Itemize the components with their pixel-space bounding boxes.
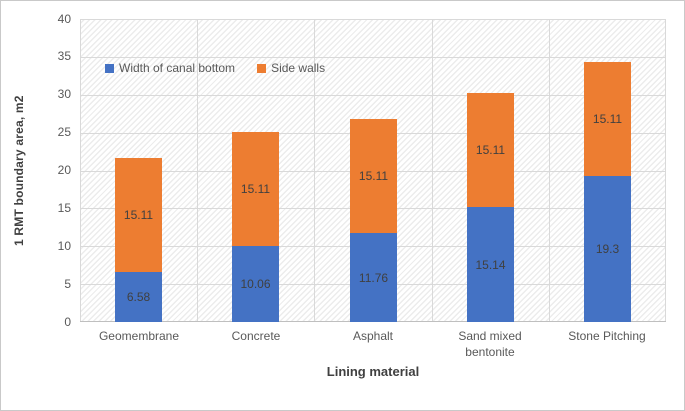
y-tick-label: 35 bbox=[57, 49, 71, 63]
bar-segment-side-walls: 15.11 bbox=[467, 93, 514, 207]
bar-data-label: 15.11 bbox=[592, 112, 623, 126]
gridline-vertical bbox=[432, 19, 433, 322]
bar-data-label: 15.11 bbox=[240, 182, 271, 196]
bar-segment-width-of-canal-bottom: 11.76 bbox=[350, 233, 397, 322]
gridline-vertical bbox=[314, 19, 315, 322]
bar-segment-width-of-canal-bottom: 19.3 bbox=[584, 176, 631, 322]
bar-segment-side-walls: 15.11 bbox=[232, 132, 279, 246]
x-axis-title: Lining material bbox=[326, 364, 420, 379]
y-tick-label: 40 bbox=[57, 12, 71, 26]
bar-data-label: 19.3 bbox=[595, 242, 620, 256]
gridline-horizontal bbox=[80, 19, 666, 20]
gridline-horizontal bbox=[80, 95, 666, 96]
bar-data-label: 15.14 bbox=[475, 257, 506, 272]
y-tick-label: 0 bbox=[64, 315, 71, 329]
legend: Width of canal bottom Side walls bbox=[105, 61, 325, 75]
legend-label: Side walls bbox=[271, 61, 326, 75]
bar-segment-side-walls: 15.11 bbox=[115, 158, 162, 272]
bar-data-label: 10.06 bbox=[240, 277, 271, 291]
legend-item-width-of-canal-bottom: Width of canal bottom bbox=[105, 61, 235, 75]
gridline-vertical bbox=[549, 19, 550, 322]
gridline-vertical bbox=[80, 19, 81, 322]
plot-area: Width of canal bottom Side walls 6.58 15.1… bbox=[80, 19, 666, 322]
bar-segment-side-walls: 15.11 bbox=[584, 62, 631, 176]
x-category-label: Sand mixed bentonite bbox=[458, 329, 522, 359]
y-tick-label: 5 bbox=[64, 277, 71, 291]
bar-data-label: 15.11 bbox=[475, 143, 506, 157]
x-category-label: Stone Pitching bbox=[568, 329, 646, 343]
y-tick-label: 20 bbox=[57, 163, 71, 177]
legend-swatch-icon bbox=[257, 63, 267, 73]
x-category-label: Geomembrane bbox=[98, 329, 180, 343]
bar-segment-width-of-canal-bottom: 10.06 bbox=[232, 246, 279, 322]
bar-data-label: 11.76 bbox=[358, 270, 389, 285]
x-category-label: Asphalt bbox=[352, 329, 394, 343]
bar-data-label: 15.11 bbox=[123, 208, 154, 222]
bar-data-label: 6.58 bbox=[126, 290, 151, 304]
bar-segment-side-walls: 15.11 bbox=[350, 119, 397, 233]
x-category-label: Concrete bbox=[231, 329, 281, 343]
bar-data-label: 15.11 bbox=[358, 169, 389, 183]
gridline-vertical bbox=[665, 19, 666, 322]
y-tick-label: 10 bbox=[57, 239, 71, 253]
gridline-horizontal bbox=[80, 57, 666, 58]
y-tick-label: 15 bbox=[57, 201, 71, 215]
legend-item-side-walls: Side walls bbox=[257, 61, 325, 75]
bar-segment-width-of-canal-bottom: 15.14 bbox=[467, 207, 514, 322]
y-tick-label: 30 bbox=[57, 87, 71, 101]
gridline-vertical bbox=[197, 19, 198, 322]
legend-swatch-icon bbox=[105, 63, 114, 73]
y-tick-label: 25 bbox=[57, 125, 71, 139]
y-axis-title: 1 RMT boundary area, m2 bbox=[12, 95, 26, 246]
bar-segment-width-of-canal-bottom: 6.58 bbox=[115, 272, 162, 322]
legend-label: Width of canal bottom bbox=[119, 61, 236, 75]
